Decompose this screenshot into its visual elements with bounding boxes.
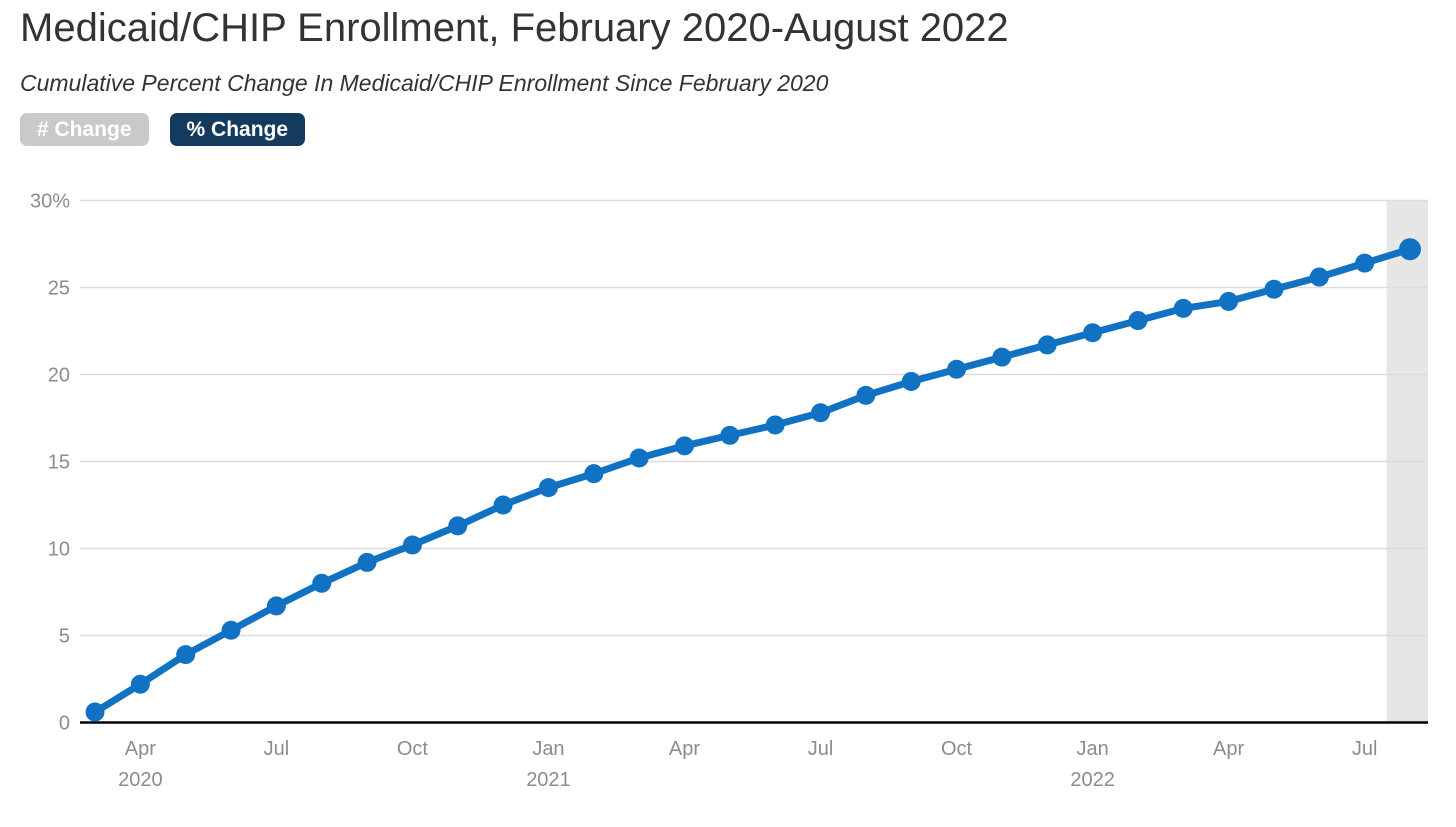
data-point-may-2020[interactable] <box>176 645 196 665</box>
data-point-oct-2020[interactable] <box>402 535 422 555</box>
x-axis-label-jul-2020: Jul <box>264 738 290 760</box>
x-axis-label-jul-2021: Jul <box>808 738 834 760</box>
x-axis-year-label-2022: 2022 <box>1070 769 1115 791</box>
x-axis-label-jan-2021: Jan <box>532 738 564 760</box>
data-point-dec-2021[interactable] <box>1037 335 1057 355</box>
data-point-jan-2021[interactable] <box>538 478 558 498</box>
metric-toggle-group: # Change % Change <box>20 113 306 147</box>
x-axis-year-label-2021: 2021 <box>526 769 571 791</box>
data-point-nov-2020[interactable] <box>448 516 468 536</box>
x-axis-label-oct-2021: Oct <box>941 738 973 760</box>
data-point-jun-2020[interactable] <box>221 620 241 640</box>
y-axis-label-20: 20 <box>48 365 70 387</box>
data-point-sep-2020[interactable] <box>357 552 377 572</box>
data-point-mar-2022[interactable] <box>1173 298 1193 318</box>
data-point-jan-2022[interactable] <box>1083 323 1103 343</box>
data-point-oct-2021[interactable] <box>947 359 967 379</box>
y-axis-label-30: 30% <box>30 191 70 213</box>
data-point-may-2021[interactable] <box>720 425 740 445</box>
x-axis-label-oct-2020: Oct <box>397 738 429 760</box>
data-point-sep-2021[interactable] <box>901 371 921 391</box>
data-point-nov-2021[interactable] <box>992 347 1012 367</box>
number-change-toggle-button[interactable]: # Change <box>20 113 149 147</box>
data-point-dec-2020[interactable] <box>493 495 513 515</box>
data-point-apr-2021[interactable] <box>674 436 694 456</box>
y-axis-label-15: 15 <box>48 452 70 474</box>
data-point-aug-2020[interactable] <box>312 573 332 593</box>
data-point-apr-2020[interactable] <box>130 674 150 694</box>
x-axis-label-apr-2021: Apr <box>669 738 700 760</box>
y-axis-label-0: 0 <box>59 713 70 735</box>
data-point-jun-2021[interactable] <box>765 415 785 435</box>
y-axis-label-25: 25 <box>48 278 70 300</box>
y-axis-label-10: 10 <box>48 539 70 561</box>
percent-change-toggle-button[interactable]: % Change <box>169 113 306 147</box>
x-axis-year-label-2020: 2020 <box>118 769 163 791</box>
data-point-jul-2021[interactable] <box>811 403 831 423</box>
percent-change-series-line <box>91 245 1414 716</box>
x-axis-label-jan-2022: Jan <box>1076 738 1108 760</box>
page-title: Medicaid/CHIP Enrollment, February 2020-… <box>20 6 1009 50</box>
x-axis-label-apr-2020: Apr <box>125 738 156 760</box>
data-point-aug-2021[interactable] <box>856 385 876 405</box>
data-point-may-2022[interactable] <box>1264 279 1284 299</box>
data-point-mar-2020[interactable] <box>85 702 105 722</box>
y-axis-label-5: 5 <box>59 626 70 648</box>
data-point-jul-2022[interactable] <box>1355 253 1375 273</box>
data-point-mar-2021[interactable] <box>629 448 649 468</box>
data-point-feb-2021[interactable] <box>584 464 604 484</box>
x-axis-label-apr-2022: Apr <box>1213 738 1244 760</box>
data-point-jun-2022[interactable] <box>1309 267 1329 287</box>
data-point-aug-2022[interactable] <box>1399 238 1421 261</box>
chart-subtitle: Cumulative Percent Change In Medicaid/CH… <box>20 70 829 96</box>
data-point-jul-2020[interactable] <box>266 596 286 616</box>
data-point-feb-2022[interactable] <box>1128 311 1148 331</box>
data-point-apr-2022[interactable] <box>1219 291 1239 311</box>
x-axis-label-jul-2022: Jul <box>1352 738 1378 760</box>
